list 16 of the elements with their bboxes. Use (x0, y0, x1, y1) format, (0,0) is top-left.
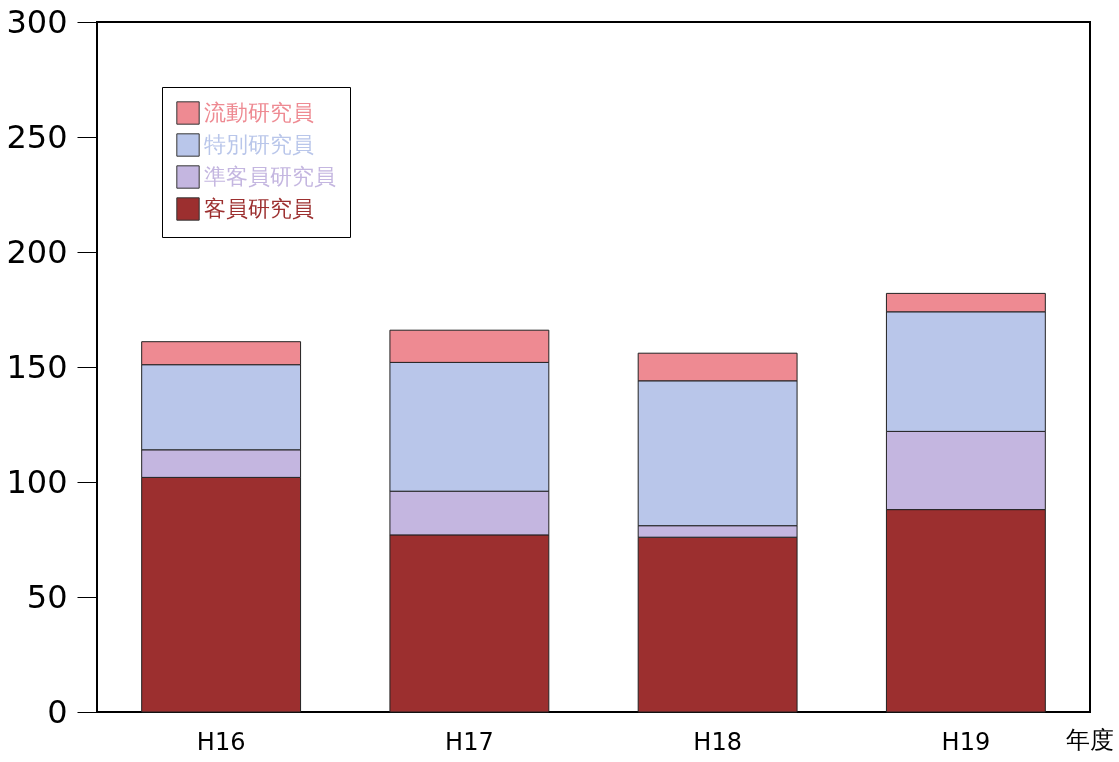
y-tick-label: 0 (47, 692, 68, 731)
y-tick-label: 200 (6, 232, 68, 271)
x-axis-title: 年度 (1065, 725, 1114, 754)
legend-label: 準客員研究員 (204, 164, 336, 189)
legend-label: 客員研究員 (204, 196, 314, 221)
y-tick-label: 250 (6, 117, 68, 156)
y-tick-label: 50 (26, 577, 68, 616)
x-tick-label: H17 (445, 727, 494, 756)
legend-label: 特別研究員 (204, 132, 314, 157)
y-tick-label: 100 (6, 462, 68, 501)
legend-label: 流動研究員 (204, 100, 314, 125)
y-tick-label: 150 (6, 347, 68, 386)
y-tick-label: 300 (6, 2, 68, 41)
x-tick-label: H19 (941, 727, 991, 756)
x-tick-label: H16 (196, 727, 246, 756)
x-tick-label: H18 (693, 727, 742, 756)
